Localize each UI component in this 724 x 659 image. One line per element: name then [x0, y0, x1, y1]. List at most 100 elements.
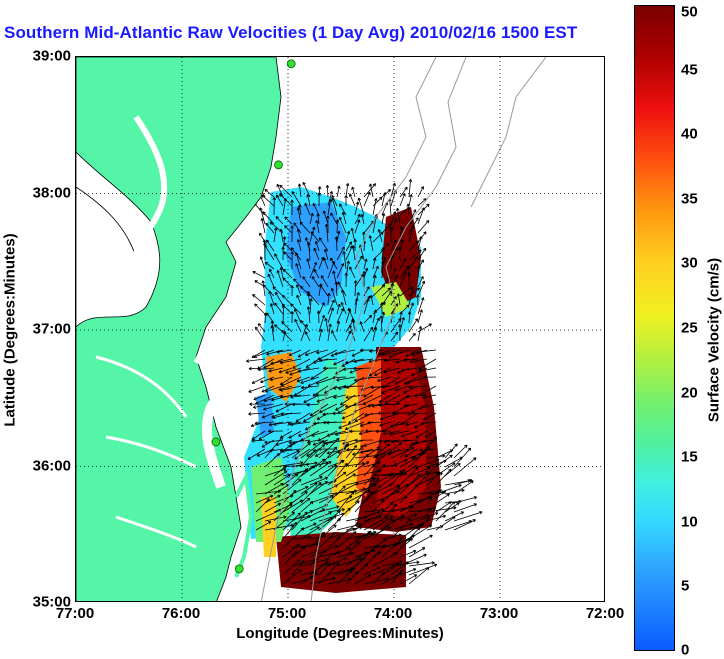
- velocity-arrow: [309, 511, 333, 522]
- velocity-arrow: [400, 367, 419, 372]
- velocity-arrow: [345, 445, 358, 459]
- velocity-arrow: [282, 521, 298, 540]
- velocity-arrow: [380, 302, 384, 315]
- colorbar: [634, 5, 675, 651]
- velocity-arrow: [408, 225, 415, 243]
- velocity-arrow: [404, 376, 419, 385]
- velocity-arrow: [408, 446, 431, 468]
- velocity-arrow: [296, 294, 302, 306]
- velocity-arrow: [294, 448, 311, 460]
- velocity-arrow: [363, 526, 391, 540]
- velocity-arrow: [453, 444, 468, 459]
- velocity-arrow: [408, 385, 428, 389]
- velocity-arrow: [279, 358, 302, 365]
- velocity-arrow: [399, 466, 419, 486]
- velocity-arrow: [336, 570, 353, 585]
- velocity-arrow: [269, 268, 275, 279]
- velocity-arrow: [388, 198, 392, 216]
- velocity-arrow: [345, 489, 371, 504]
- velocity-arrow: [316, 310, 321, 324]
- velocity-arrow: [408, 561, 435, 567]
- velocity-arrow: [336, 551, 354, 558]
- velocity-arrow: [383, 358, 401, 363]
- velocity-arrow: [263, 394, 284, 403]
- velocity-arrow: [260, 217, 266, 234]
- velocity-arrow: [264, 436, 283, 459]
- velocity-arrow: [319, 403, 338, 414]
- velocity-arrow: [264, 483, 284, 495]
- colorbar-tick: 10: [681, 513, 698, 531]
- velocity-arrow: [346, 447, 365, 452]
- velocity-arrow: [282, 268, 293, 279]
- velocity-arrow: [279, 267, 284, 279]
- velocity-arrow: [372, 515, 394, 531]
- velocity-arrow: [383, 367, 401, 374]
- velocity-arrow: [295, 412, 311, 423]
- velocity-arrow: [300, 385, 320, 390]
- x-tick-label: 73:00: [479, 605, 519, 622]
- velocity-arrow: [345, 571, 359, 585]
- velocity-arrow: [326, 420, 347, 425]
- velocity-arrow: [316, 394, 338, 403]
- velocity-arrow: [265, 222, 275, 234]
- velocity-arrow: [384, 394, 401, 404]
- velocity-arrow: [300, 508, 326, 522]
- velocity-arrow: [255, 326, 266, 342]
- velocity-arrow: [282, 550, 297, 567]
- velocity-arrow: [396, 207, 401, 225]
- velocity-arrow: [336, 462, 365, 468]
- velocity-arrow: [278, 367, 293, 374]
- velocity-arrow: [274, 253, 284, 270]
- velocity-arrow: [311, 430, 329, 437]
- velocity-arrow: [249, 402, 266, 406]
- colorbar-tick: 40: [681, 125, 698, 143]
- velocity-arrow: [370, 385, 392, 390]
- velocity-arrow: [303, 394, 320, 404]
- velocity-arrow: [351, 245, 356, 261]
- x-tick-label: 77:00: [55, 605, 95, 622]
- velocity-arrow: [333, 358, 347, 366]
- velocity-arrow: [415, 430, 428, 439]
- velocity-arrow: [300, 526, 320, 540]
- velocity-arrow: [327, 527, 356, 540]
- velocity-arrow: [435, 493, 450, 504]
- velocity-arrow: [336, 308, 345, 324]
- velocity-arrow: [435, 484, 462, 495]
- velocity-arrow: [390, 469, 406, 486]
- velocity-arrow: [363, 566, 381, 576]
- velocity-arrow: [332, 411, 347, 416]
- velocity-arrow: [295, 252, 302, 270]
- velocity-arrow: [276, 194, 284, 207]
- velocity-arrow: [348, 193, 356, 207]
- velocity-arrow: [318, 437, 340, 459]
- velocity-arrow: [279, 385, 302, 392]
- colorbar-tick: 20: [681, 384, 698, 402]
- velocity-arrow: [327, 507, 345, 513]
- velocity-arrow: [309, 576, 336, 585]
- velocity-arrow: [367, 420, 383, 425]
- velocity-arrow: [313, 247, 320, 261]
- bathymetry-contours: [260, 57, 547, 601]
- velocity-arrow: [345, 241, 353, 252]
- velocity-arrow: [341, 289, 347, 306]
- velocity-arrow: [252, 294, 266, 306]
- velocity-arrow: [268, 421, 284, 427]
- station-markers: [211, 59, 296, 574]
- velocity-arrow: [318, 237, 329, 252]
- velocity-arrow: [273, 501, 293, 522]
- map-plot-area[interactable]: [75, 56, 605, 602]
- velocity-arrow: [414, 393, 428, 398]
- velocity-arrow: [381, 287, 392, 297]
- velocity-arrow: [281, 321, 293, 333]
- velocity-arrow: [421, 394, 437, 400]
- velocity-arrow: [302, 412, 320, 423]
- velocity-arrow: [327, 518, 341, 531]
- velocity-arrow: [336, 473, 356, 486]
- x-tick-label: 76:00: [161, 605, 201, 622]
- velocity-arrow: [254, 303, 266, 315]
- velocity-arrow: [363, 551, 382, 567]
- velocity-arrow: [327, 471, 347, 486]
- velocity-arrow: [363, 326, 374, 342]
- velocity-arrow: [408, 471, 429, 486]
- velocity-arrow: [323, 248, 329, 261]
